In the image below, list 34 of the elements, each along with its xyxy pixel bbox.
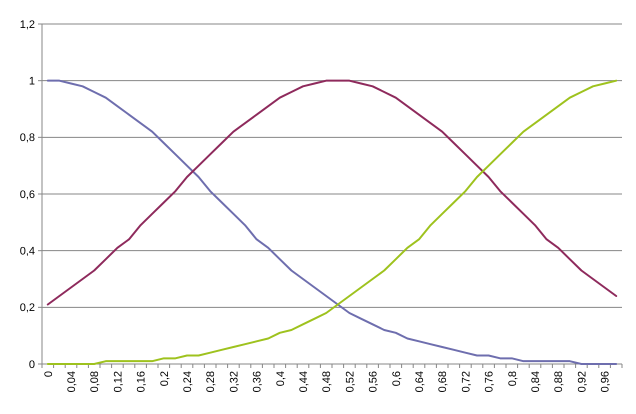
y-tick-label: 0,8 <box>20 132 35 144</box>
y-tick-label: 0 <box>28 358 35 371</box>
x-tick-label: 0,2 <box>158 371 171 386</box>
x-tick-label: 0,92 <box>576 371 588 392</box>
y-tick-label: 0,4 <box>20 246 35 258</box>
x-tick-label: 0,76 <box>484 371 496 392</box>
x-tick-label: 0,72 <box>460 371 472 392</box>
x-tick-label: 0,12 <box>112 371 124 392</box>
x-tick-label: 0,44 <box>298 371 310 392</box>
x-tick-label: 0,56 <box>368 371 380 392</box>
line-series <box>46 80 618 306</box>
x-tick-label: 0,16 <box>136 371 148 392</box>
x-tick-label: 0,52 <box>344 371 356 392</box>
y-tick-label: 0,6 <box>20 188 35 201</box>
line-series <box>46 80 618 365</box>
x-tick-label: 0,96 <box>600 371 612 392</box>
x-tick-label: 0,24 <box>182 371 194 392</box>
x-tick-label: 0,04 <box>66 371 78 392</box>
x-tick-label: 0,32 <box>228 371 240 392</box>
x-tick-label: 0,6 <box>390 371 403 386</box>
x-tick-label: 0,28 <box>205 371 218 392</box>
x-tick-label: 0,64 <box>414 371 426 392</box>
y-tick-label: 1 <box>28 76 35 88</box>
x-tick-label: 0,68 <box>437 371 450 392</box>
x-tick-label: 0,84 <box>530 371 542 392</box>
x-tick-label: 0,4 <box>274 371 287 386</box>
x-tick-label: 0,8 <box>506 371 519 386</box>
y-tick-label: 0,2 <box>20 302 35 314</box>
x-tick-label: 0 <box>42 371 55 378</box>
x-tick-label: 0,36 <box>252 371 264 392</box>
x-tick-label: 0,88 <box>553 371 566 392</box>
x-tick-label: 0,48 <box>321 371 334 392</box>
y-tick-label: 1,2 <box>20 18 35 31</box>
x-tick-label: 0,08 <box>89 371 102 392</box>
